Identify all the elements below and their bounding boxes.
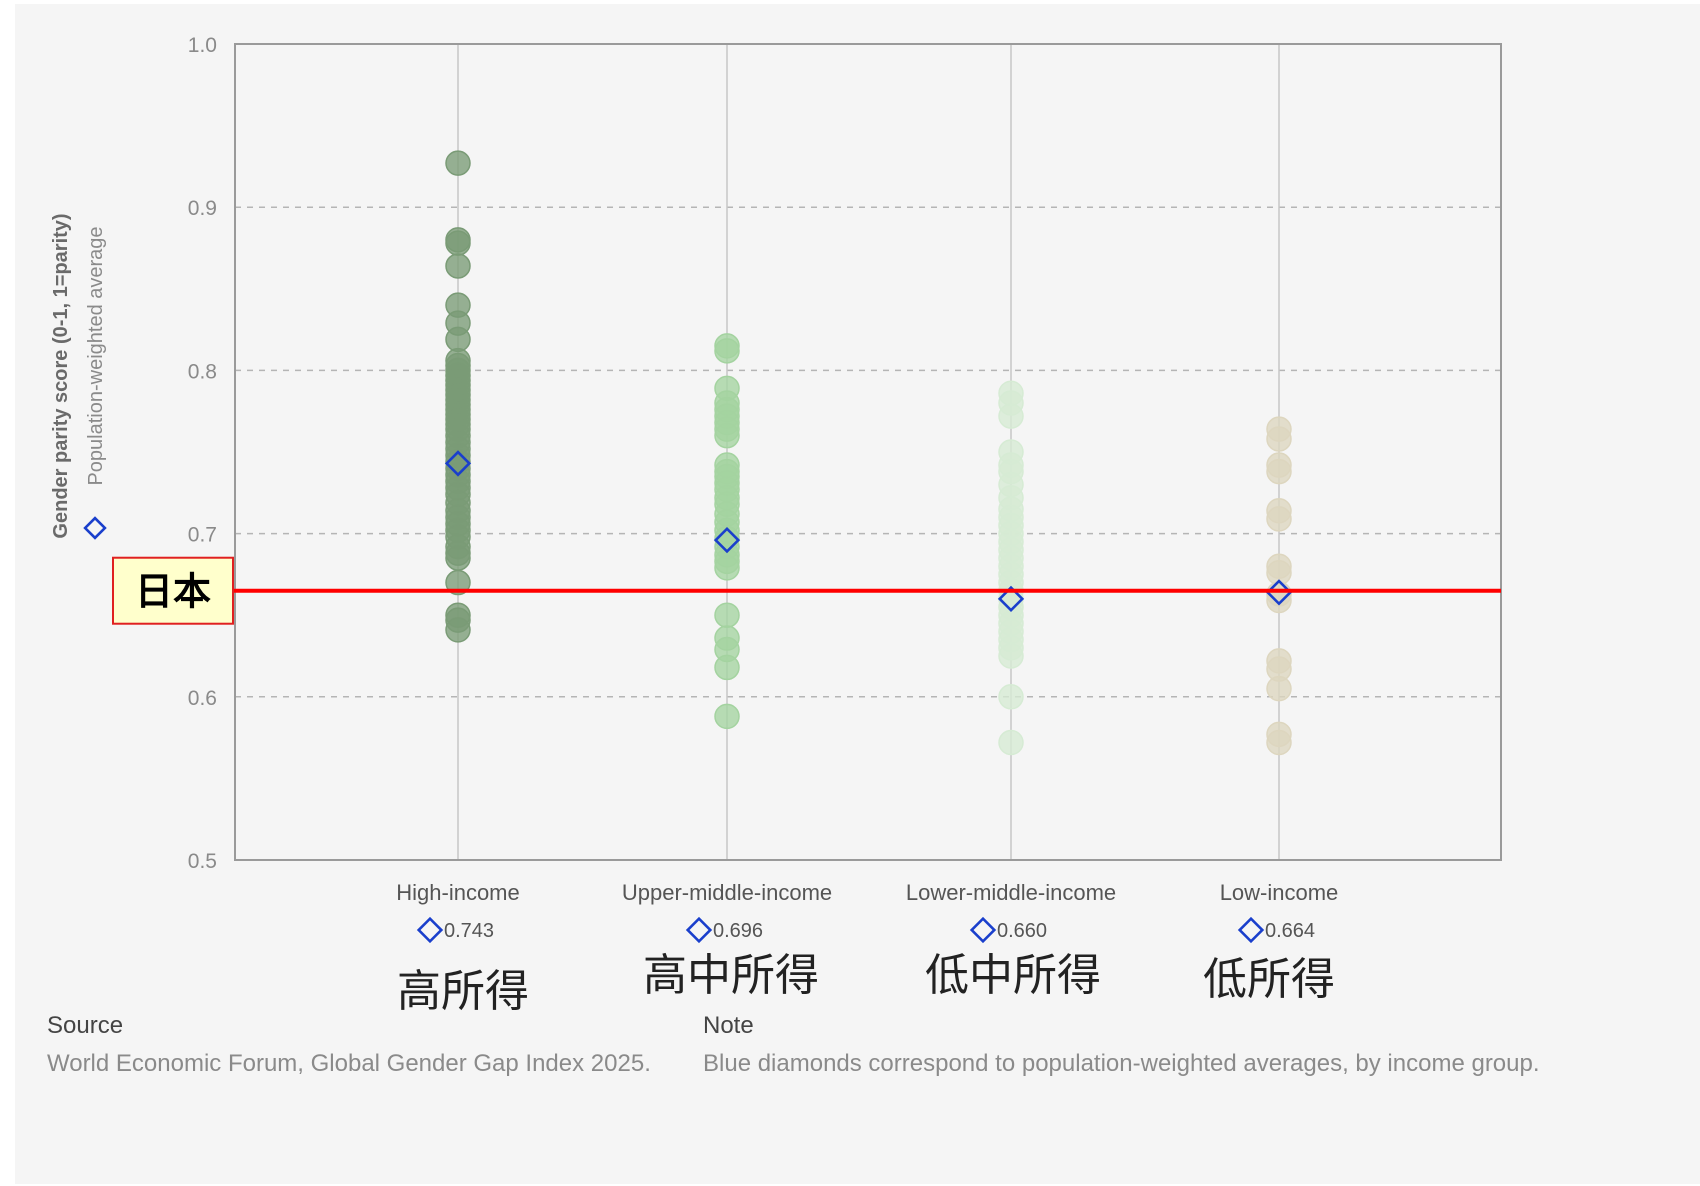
note-text: Blue diamonds correspond to population-w… bbox=[703, 1050, 1540, 1077]
y-axis-title: Gender parity score (0-1, 1=parity) bbox=[50, 213, 72, 538]
source-heading: Source bbox=[47, 1012, 124, 1039]
data-point bbox=[445, 253, 471, 279]
reference-line-group: 日本 bbox=[112, 556, 1501, 625]
y-tick-label: 1.0 bbox=[188, 34, 217, 57]
japan-label-box bbox=[112, 556, 234, 625]
average-legend-diamond-icon bbox=[1237, 916, 1265, 944]
data-point bbox=[445, 150, 471, 176]
chart-frame: 0.5 0.6 0.7 0.8 0.9 1.0 日本 High-income 0.743 高所… bbox=[15, 4, 1700, 1184]
average-legend-diamond-icon bbox=[416, 916, 444, 944]
x-axis-labels: High-income 0.743 高所得 Upper-middle-income 0.… bbox=[396, 880, 1338, 1017]
data-point bbox=[714, 338, 740, 364]
x-category-label: High-income bbox=[396, 880, 520, 905]
data-point bbox=[445, 617, 471, 643]
data-point bbox=[445, 545, 471, 571]
japan-label: 日本 bbox=[135, 570, 211, 614]
data-point bbox=[445, 569, 471, 596]
data-point bbox=[998, 643, 1024, 669]
legend-diamond-icon bbox=[83, 516, 107, 540]
data-point bbox=[1266, 426, 1292, 452]
category-lines bbox=[457, 44, 1280, 860]
average-markers bbox=[444, 450, 1293, 613]
y-tick-label: 0.5 bbox=[188, 850, 217, 873]
x-category-label: Lower-middle-income bbox=[906, 880, 1116, 905]
average-value-label: 0.660 bbox=[997, 920, 1047, 942]
average-value-label: 0.664 bbox=[1265, 920, 1315, 942]
data-point bbox=[714, 654, 740, 681]
grid-layer bbox=[235, 206, 1501, 698]
scatter-chart: 0.5 0.6 0.7 0.8 0.9 1.0 日本 High-income 0.743 高所… bbox=[50, 34, 1502, 1017]
average-legend-diamond-icon bbox=[685, 916, 713, 944]
data-point bbox=[1266, 675, 1292, 702]
average-diamond bbox=[997, 585, 1025, 613]
japanese-category-label: 低中所得 bbox=[925, 950, 1101, 1001]
average-diamond bbox=[1265, 579, 1293, 606]
data-point bbox=[998, 403, 1024, 429]
average-diamond bbox=[713, 526, 741, 554]
japanese-category-label: 高中所得 bbox=[643, 950, 819, 1001]
data-point bbox=[1266, 458, 1292, 485]
data-point bbox=[998, 729, 1024, 756]
data-point bbox=[714, 602, 740, 628]
x-category-label: Low-income bbox=[1220, 880, 1339, 905]
data-point bbox=[1266, 729, 1292, 756]
japanese-category-label: 高所得 bbox=[397, 966, 529, 1017]
y-tick-labels: 0.5 0.6 0.7 0.8 0.9 1.0 bbox=[188, 34, 217, 873]
data-point bbox=[445, 326, 471, 353]
average-value-label: 0.743 bbox=[444, 920, 494, 942]
data-point bbox=[714, 703, 740, 730]
y-tick-label: 0.6 bbox=[188, 687, 217, 710]
japanese-category-label: 低所得 bbox=[1203, 954, 1335, 1005]
x-category-label: Upper-middle-income bbox=[622, 880, 832, 905]
legend-label: Population-weighted average bbox=[85, 226, 107, 485]
source-text: World Economic Forum, Global Gender Gap … bbox=[47, 1050, 651, 1077]
note-heading: Note bbox=[703, 1012, 754, 1039]
average-value-label: 0.696 bbox=[713, 920, 763, 942]
data-point bbox=[445, 230, 471, 256]
average-diamond bbox=[444, 450, 472, 477]
data-point bbox=[1266, 587, 1292, 614]
average-legend-diamond-icon bbox=[969, 916, 997, 944]
y-tick-label: 0.9 bbox=[188, 197, 217, 220]
plot-border bbox=[234, 43, 1502, 861]
data-point bbox=[998, 684, 1024, 710]
data-points bbox=[445, 150, 1292, 756]
data-point bbox=[714, 422, 740, 449]
y-tick-label: 0.7 bbox=[188, 524, 217, 547]
data-point bbox=[714, 555, 740, 581]
y-tick-label: 0.8 bbox=[188, 360, 217, 383]
data-point bbox=[1266, 506, 1292, 532]
